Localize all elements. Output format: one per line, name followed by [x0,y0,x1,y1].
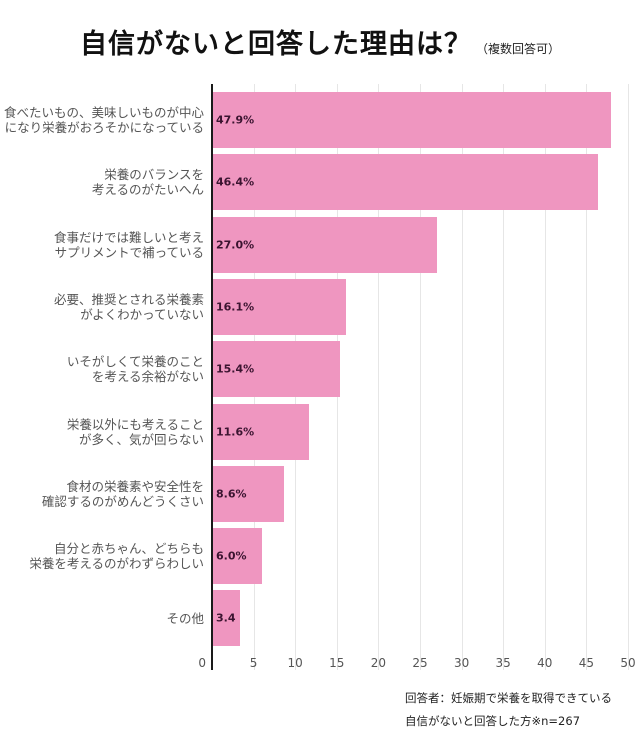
category-label-line: 食事だけでは難しいと考え [53,229,204,245]
gridline [378,84,380,670]
gridline [420,84,421,670]
category-label: 栄養以外にも考えること が多く、気が回らない [0,417,204,447]
gridline [461,84,463,670]
subtitle-text: （複数回答可） [475,42,560,56]
category-label: その他 [0,611,204,626]
x-tick-label: 35 [495,656,511,670]
x-tick-label: 0 [198,656,206,670]
plot-area: 47.9% 46.4% 27.0% 16.1% 15.4% 11.6% 8.6% 6.0% 3.… [212,84,632,670]
x-tick-label: 25 [412,656,428,670]
bar: 46.4% [212,154,599,211]
category-label-line: 考えるのがたいへん [91,182,204,198]
category-label-line: サプリメントで補っている [54,244,204,260]
category-label-line: 栄養以外にも考えること [66,416,204,432]
y-axis-line [211,84,213,670]
footnote-line-1: 回答者：妊娠期で栄養を取得できている [405,691,612,705]
category-label: 自分と赤ちゃん、どちらも 栄養を考えるのがわずらわしい [0,541,204,571]
category-label-line: 必要、推奨とされる栄養素 [53,291,204,307]
x-tick-label: 20 [370,656,387,670]
bar-value-label: 47.9% [216,113,255,127]
category-label-line: その他 [166,610,204,626]
category-label-line: 自分と赤ちゃん、どちらも [53,541,204,557]
category-label: 栄養のバランスを 考えるのがたいへん [0,167,204,197]
category-label: 必要、推奨とされる栄養素 がよくわかっていない [0,292,204,322]
gridline [628,84,629,670]
bar-value-label: 8.6% [216,487,247,501]
category-label-line: を考える余裕がない [91,369,204,385]
bar: 47.9% [212,92,611,148]
chart-title: 自信がないと回答した理由は？ （複数回答可） [0,22,640,61]
x-tick-label: 10 [287,656,303,670]
category-label-line: 食べたいもの、美味しいものが中心 [3,105,204,120]
bar: 15.4% [212,341,341,398]
category-label: 食材の栄養素や安全性を 確認するのがめんどうくさい [0,479,204,509]
bar: 27.0% [212,216,437,273]
x-tick-label: 40 [537,656,553,670]
bar: 8.6% [212,465,284,522]
bar-value-label: 16.1% [216,300,255,314]
category-label: 食事だけでは難しいと考え サプリメントで補っている [0,230,204,260]
category-label-line: になり栄養がおろそかになっている [4,120,204,135]
bar-value-label: 3.4 [216,611,236,625]
category-label-line: 栄養を考えるのがわずらわしい [29,556,204,572]
x-tick-label: 5 [249,656,258,670]
bar-value-label: 6.0% [216,549,247,563]
bar-value-label: 11.6% [216,425,255,438]
category-label-line: 食材の栄養素や安全性を [66,478,204,494]
category-label-line: 栄養のバランスを [104,167,204,183]
gridline [586,84,588,670]
category-label-line: 確認するのがめんどうくさい [41,493,204,509]
x-tick-label: 50 [620,656,636,670]
category-label: 食べたいもの、美味しいものが中心 になり栄養がおろそかになっている [0,105,204,135]
bar: 16.1% [212,278,346,335]
category-label-line: が多く、気が回らない [78,431,204,447]
x-tick-label: 30 [453,656,470,670]
title-text: 自信がないと回答した理由は？ [79,29,472,60]
gridline [503,84,505,670]
bar-value-label: 27.0% [216,238,255,252]
bar-value-label: 46.4% [216,175,255,189]
bar: 3.4 [212,590,241,647]
category-label: いそがしくて栄養のこと を考える余裕がない [0,354,204,384]
category-label-line: がよくわかっていない [80,306,204,322]
bar: 6.0% [212,528,262,585]
bar: 11.6% [212,403,309,460]
category-label-line: いそがしくて栄養のこと [66,354,204,370]
x-tick-label: 15 [329,656,345,670]
bar-value-label: 15.4% [216,362,255,376]
x-tick-label: 45 [578,656,595,670]
footnote-line-2: 自信がないと回答した方※n=267 [405,714,581,728]
gridline [544,84,546,670]
